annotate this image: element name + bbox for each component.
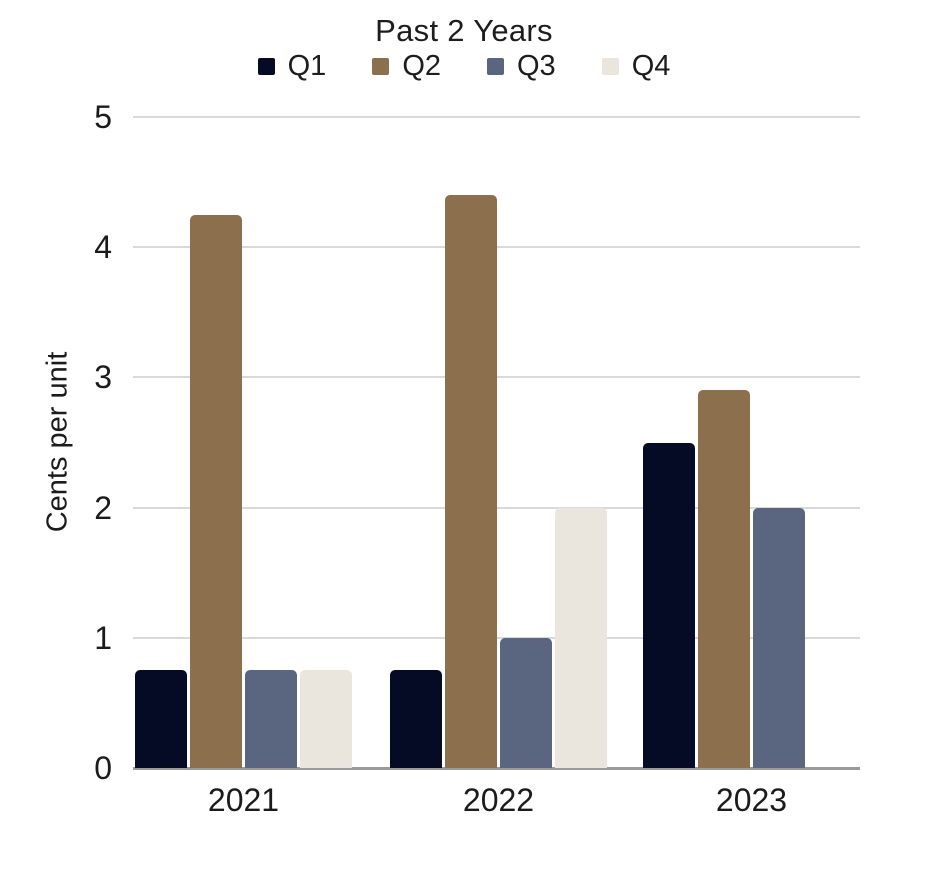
bar-2022-q4 <box>555 507 607 768</box>
bar-2022-q2 <box>445 195 497 768</box>
legend-item-q4: Q4 <box>601 50 671 83</box>
bar-2021-q4 <box>300 670 352 768</box>
y-tick-label-5: 5 <box>94 99 112 135</box>
legend-item-q2: Q2 <box>372 50 441 83</box>
bar-2022-q3 <box>500 637 552 768</box>
gridline-y5 <box>133 116 860 118</box>
y-tick-label-0: 0 <box>94 750 112 786</box>
legend-label-q4: Q4 <box>631 50 671 82</box>
bar-2022-q1 <box>390 670 442 768</box>
legend: Q1 Q2 Q3 Q4 <box>0 50 928 83</box>
legend-swatch-q3-icon <box>487 58 504 75</box>
bar-2023-q2 <box>698 390 750 768</box>
legend-label-q1: Q1 <box>287 50 327 82</box>
legend-swatch-q2-icon <box>372 58 390 75</box>
x-axis-label-2021: 2021 <box>207 782 280 818</box>
y-tick-label-3: 3 <box>94 359 112 396</box>
legend-swatch-q1-icon <box>257 58 275 75</box>
y-tick-label-4: 4 <box>94 229 112 266</box>
x-axis-label-2022: 2022 <box>462 782 535 818</box>
legend-label-q3: Q3 <box>517 50 556 82</box>
bar-2021-q1 <box>135 670 187 768</box>
bar-2023-q1 <box>643 442 695 768</box>
legend-item-q1: Q1 <box>257 50 327 83</box>
legend-item-q3: Q3 <box>487 50 556 83</box>
bar-2021-q3 <box>245 670 297 768</box>
y-tick-label-1: 1 <box>94 619 112 656</box>
bar-2021-q2 <box>190 214 242 768</box>
y-tick-label-2: 2 <box>94 489 112 526</box>
x-axis-label-2023: 2023 <box>715 782 788 818</box>
x-axis-line <box>133 767 860 770</box>
legend-swatch-q4-icon <box>601 58 619 75</box>
bar-2023-q3 <box>753 507 805 768</box>
chart-title: Past 2 Years <box>375 13 553 48</box>
legend-label-q2: Q2 <box>402 50 441 82</box>
